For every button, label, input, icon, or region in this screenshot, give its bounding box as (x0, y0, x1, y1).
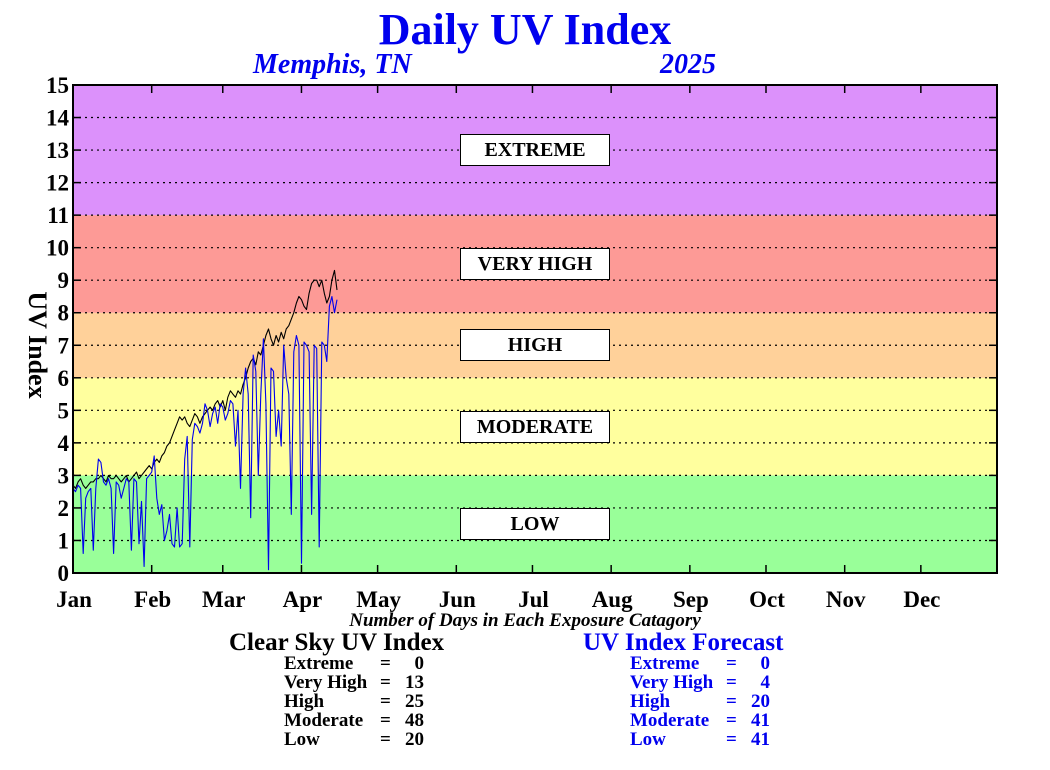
stat-row: Low = 20 (284, 730, 424, 749)
band-label-extreme: EXTREME (460, 134, 610, 167)
footnote: Number of Days in Each Exposure Catagory (349, 610, 701, 631)
x-tick-label: Jun (439, 587, 476, 612)
x-tick-label: Dec (903, 587, 940, 612)
x-tick-label: Jul (518, 587, 549, 612)
stat-value: 0 (760, 653, 771, 674)
stat-label: Low (284, 729, 320, 750)
stat-label: Very High (630, 672, 714, 693)
stat-equals: = (726, 729, 737, 750)
stat-row: Very High = 13 (284, 673, 424, 692)
stat-equals: = (726, 672, 737, 693)
stat-equals: = (726, 710, 737, 731)
stat-row: Low = 41 (630, 730, 770, 749)
band-label-high: HIGH (460, 329, 610, 362)
band-label-moderate: MODERATE (460, 410, 610, 443)
stat-label: Extreme (630, 653, 700, 674)
stat-value: 20 (405, 729, 424, 750)
stat-equals: = (380, 653, 391, 674)
y-tick-label: 7 (58, 333, 70, 358)
chart-title: Daily UV Index (378, 5, 672, 54)
y-tick-label: 14 (46, 106, 70, 131)
stat-row: Moderate = 41 (630, 711, 770, 730)
x-tick-labels: Jan Feb Mar Apr May Jun Jul Aug Sep Oct Nov Dec (56, 85, 940, 612)
x-tick-label: Sep (673, 587, 709, 612)
y-tick-label: 4 (58, 431, 70, 456)
plot-frame (72, 84, 998, 574)
y-tick-label: 5 (58, 398, 70, 423)
y-tick-label: 0 (58, 561, 70, 586)
stat-label: Low (630, 729, 666, 750)
year-subtitle: 2025 (660, 49, 716, 80)
stat-label: Extreme (284, 653, 354, 674)
stat-equals: = (380, 710, 391, 731)
x-tick-label: Feb (134, 587, 171, 612)
y-tick-label: 6 (58, 366, 70, 391)
stat-value: 41 (751, 710, 770, 731)
stat-value: 48 (405, 710, 424, 731)
stat-label: High (284, 691, 325, 712)
x-tick-label: Aug (592, 587, 633, 612)
stat-label: High (630, 691, 671, 712)
clear-sky-line (72, 269, 338, 489)
stat-value: 20 (751, 691, 770, 712)
x-tick-label: May (356, 587, 401, 612)
stat-label: Very High (284, 672, 368, 693)
y-tick-label: 11 (47, 203, 69, 228)
x-tick-label: Mar (202, 587, 245, 612)
stat-row: High = 20 (630, 692, 770, 711)
x-tick-label: Oct (749, 587, 785, 612)
y-tick-label: 3 (58, 463, 70, 488)
stat-value: 0 (414, 653, 425, 674)
stat-equals: = (380, 691, 391, 712)
y-tick-label: 9 (58, 268, 70, 293)
location-subtitle: Memphis, TN (253, 49, 412, 80)
axes-frame (72, 84, 998, 574)
stat-value: 41 (751, 729, 770, 750)
stat-row: Moderate = 48 (284, 711, 424, 730)
band-label-very-high: VERY HIGH (460, 247, 610, 280)
x-tick-label: Jan (56, 587, 92, 612)
stat-value: 4 (760, 672, 771, 693)
forecast-line (72, 295, 338, 571)
stat-value: 25 (405, 691, 424, 712)
stat-label: Moderate (284, 710, 364, 731)
series-lines (72, 269, 338, 571)
stat-equals: = (726, 653, 737, 674)
y-tick-label: 8 (58, 301, 70, 326)
stat-equals: = (380, 672, 391, 693)
stat-equals: = (726, 691, 737, 712)
y-tick-label: 10 (46, 236, 69, 261)
y-tick-label: 12 (46, 171, 69, 196)
stat-row: Extreme = 0 (284, 654, 424, 673)
x-tick-label: Apr (283, 587, 323, 612)
clear-sky-heading: Clear Sky UV Index (229, 629, 445, 656)
x-tick-label: Nov (826, 587, 866, 612)
forecast-heading: UV Index Forecast (583, 629, 784, 656)
stat-row: High = 25 (284, 692, 424, 711)
band-label-low: LOW (460, 508, 610, 541)
y-tick-label: 2 (58, 496, 70, 521)
y-axis-label: UV Index (23, 291, 52, 399)
stat-row: Extreme = 0 (630, 654, 770, 673)
y-tick-label: 1 (58, 528, 70, 553)
stat-row: Very High = 4 (630, 673, 770, 692)
stat-label: Moderate (630, 710, 710, 731)
y-tick-label: 15 (46, 73, 69, 98)
stat-value: 13 (405, 672, 424, 693)
y-tick-label: 13 (46, 138, 69, 163)
stat-equals: = (380, 729, 391, 750)
